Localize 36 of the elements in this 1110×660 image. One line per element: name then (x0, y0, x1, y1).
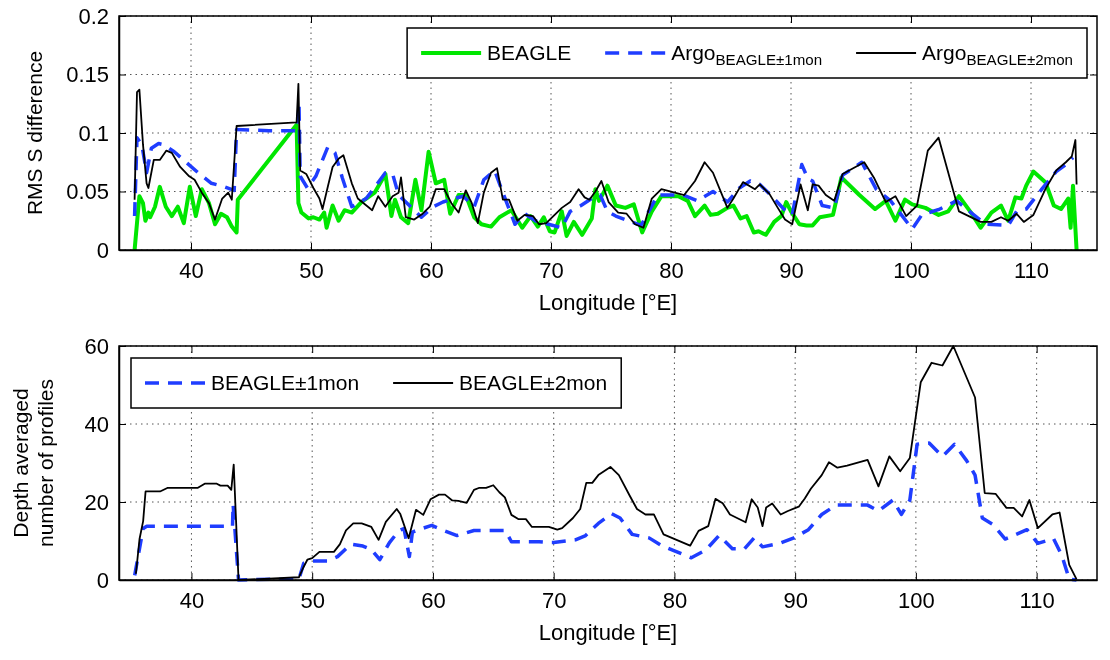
y-tick-label: 0.05 (66, 179, 109, 205)
x-tick-label: 90 (783, 587, 808, 613)
x-tick-label: 40 (179, 587, 205, 613)
x-tick-label: 70 (539, 257, 564, 283)
x-tick-label: 90 (779, 257, 804, 283)
y-tick-label: 20 (84, 489, 109, 515)
legend-label: Argo$_{BEAGLE±1mon}$ (671, 41, 823, 69)
x-tick-label: 50 (299, 257, 324, 283)
x-tick-label: 50 (300, 587, 325, 613)
y-tick-label: 0.1 (78, 120, 109, 146)
y-axis-title: RMS S difference (23, 50, 46, 216)
x-tick-label: 70 (541, 587, 567, 613)
y-tick-label: 0 (96, 237, 109, 263)
x-axis-title: Longitude [°E] (538, 290, 678, 315)
x-tick-label: 60 (419, 257, 444, 283)
y-tick-label: 60 (84, 333, 109, 359)
y-axis-title: Depth averaged number of profiles (9, 378, 57, 548)
x-tick-label: 80 (659, 257, 684, 283)
y-tick-label: 0.15 (66, 62, 109, 88)
x-tick-label: 110 (1019, 587, 1055, 613)
line-series (133, 82, 1078, 229)
x-tick-label: 100 (898, 587, 935, 613)
x-tick-label: 40 (179, 257, 204, 283)
legend-label: BEAGLE (487, 41, 572, 64)
legend-label: BEAGLE±1mon (211, 371, 360, 394)
y-tick-label: 0.2 (78, 3, 109, 29)
x-tick-label: 60 (421, 587, 446, 613)
legend-label: Argo$_{BEAGLE±2mon}$ (922, 41, 1073, 69)
x-axis-title: Longitude [°E] (538, 620, 678, 645)
x-tick-label: 110 (1013, 257, 1050, 283)
legend-label: BEAGLE±2mon (459, 371, 608, 394)
x-tick-label: 100 (893, 257, 930, 283)
y-tick-label: 0 (96, 567, 109, 593)
x-tick-label: 80 (662, 587, 688, 613)
line-series (132, 441, 1079, 582)
y-tick-label: 40 (84, 411, 109, 437)
